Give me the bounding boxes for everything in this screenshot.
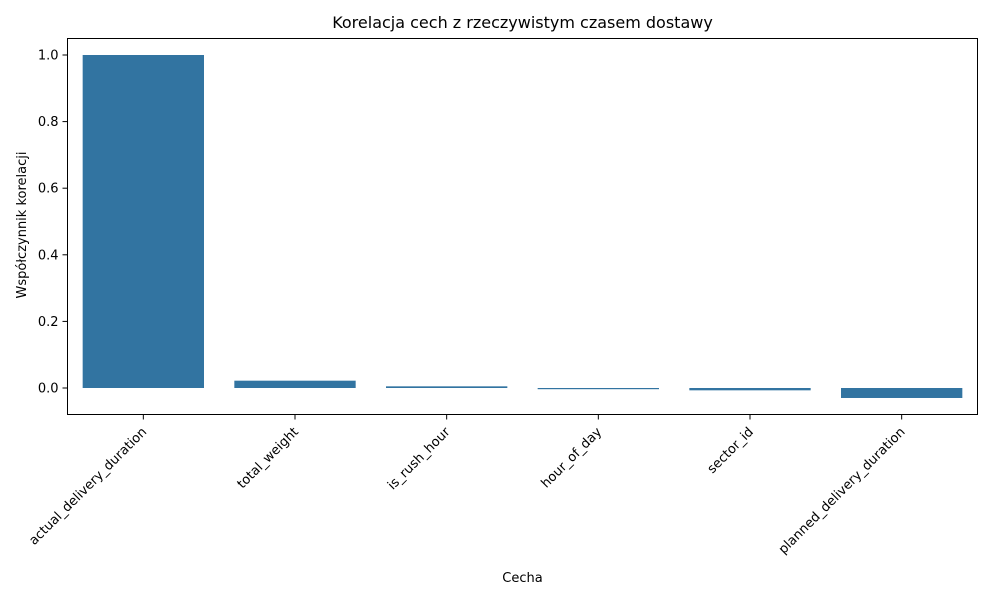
y-tick-label: 1.0 bbox=[38, 49, 59, 64]
bar-is-rush-hour bbox=[386, 386, 508, 388]
x-tick-label: total_weight bbox=[235, 425, 302, 492]
y-ticks: 0.0 0.2 0.4 0.6 0.8 1.0 bbox=[38, 49, 68, 397]
bar-sector-id bbox=[689, 388, 811, 391]
bar-planned-delivery-duration bbox=[841, 388, 963, 398]
x-tick-label: is_rush_hour bbox=[385, 424, 454, 493]
x-ticks: actual_delivery_duration total_weight is_r… bbox=[26, 414, 909, 558]
y-tick-label: 0.0 bbox=[38, 382, 59, 397]
x-tick-label: planned_delivery_duration bbox=[776, 425, 909, 558]
bars-layer bbox=[82, 55, 963, 398]
x-axis-label: Cecha bbox=[502, 571, 542, 586]
bar-hour-of-day bbox=[537, 388, 659, 390]
y-tick-label: 0.2 bbox=[38, 315, 59, 330]
y-tick-label: 0.6 bbox=[38, 182, 59, 197]
x-tick-label: actual_delivery_duration bbox=[26, 425, 150, 549]
y-tick-label: 0.8 bbox=[38, 115, 59, 130]
y-tick-label: 0.4 bbox=[38, 248, 59, 263]
x-tick-label: hour_of_day bbox=[539, 425, 606, 492]
plot-frame bbox=[67, 38, 978, 415]
x-tick-label: sector_id bbox=[705, 425, 757, 477]
y-axis-label: Współczynnik korelacji bbox=[15, 152, 30, 299]
bar-actual-delivery-duration bbox=[82, 55, 204, 388]
bar-total-weight bbox=[234, 380, 356, 388]
chart-title: Korelacja cech z rzeczywistym czasem dos… bbox=[332, 13, 713, 32]
